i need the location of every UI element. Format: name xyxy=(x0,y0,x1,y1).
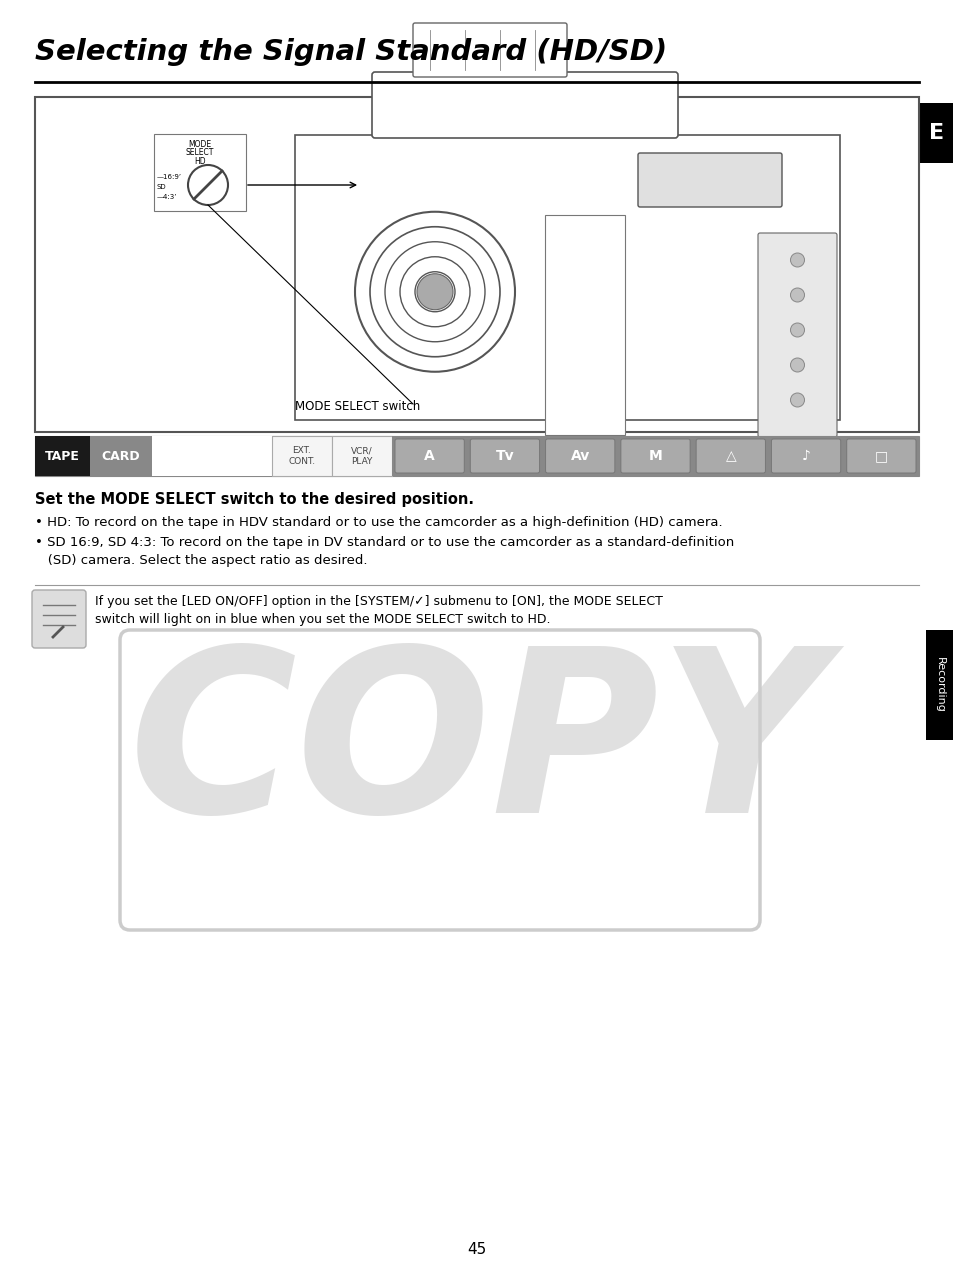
Text: HD: HD xyxy=(194,157,206,166)
FancyBboxPatch shape xyxy=(544,215,624,434)
Text: CARD: CARD xyxy=(102,450,140,462)
FancyBboxPatch shape xyxy=(35,436,918,476)
Text: △: △ xyxy=(724,448,736,462)
Text: E: E xyxy=(928,124,943,143)
FancyBboxPatch shape xyxy=(90,436,152,476)
Text: Av: Av xyxy=(570,448,589,462)
Circle shape xyxy=(790,288,803,302)
FancyBboxPatch shape xyxy=(153,134,246,211)
Text: Set the MODE SELECT switch to the desired position.: Set the MODE SELECT switch to the desire… xyxy=(35,492,474,507)
FancyBboxPatch shape xyxy=(470,440,539,473)
FancyBboxPatch shape xyxy=(392,436,918,476)
Text: MODE: MODE xyxy=(189,140,212,149)
FancyBboxPatch shape xyxy=(919,103,953,163)
FancyBboxPatch shape xyxy=(372,73,678,138)
Circle shape xyxy=(790,358,803,372)
Text: (SD) camera. Select the aspect ratio as desired.: (SD) camera. Select the aspect ratio as … xyxy=(35,554,367,567)
Circle shape xyxy=(790,324,803,338)
Text: TAPE: TAPE xyxy=(45,450,80,462)
FancyBboxPatch shape xyxy=(35,97,918,432)
FancyBboxPatch shape xyxy=(413,23,566,76)
FancyBboxPatch shape xyxy=(925,631,953,740)
Text: SELECT: SELECT xyxy=(186,148,214,157)
FancyBboxPatch shape xyxy=(272,436,332,476)
FancyBboxPatch shape xyxy=(638,153,781,206)
FancyBboxPatch shape xyxy=(152,436,272,476)
FancyBboxPatch shape xyxy=(545,440,615,473)
Text: —4:3’: —4:3’ xyxy=(157,194,177,200)
FancyBboxPatch shape xyxy=(620,440,689,473)
FancyBboxPatch shape xyxy=(395,440,464,473)
Text: VCR/
PLAY: VCR/ PLAY xyxy=(351,446,373,466)
Text: • SD 16:9, SD 4:3: To record on the tape in DV standard or to use the camcorder : • SD 16:9, SD 4:3: To record on the tape… xyxy=(35,536,734,549)
FancyBboxPatch shape xyxy=(696,440,764,473)
Text: switch will light on in blue when you set the MODE SELECT switch to HD.: switch will light on in blue when you se… xyxy=(95,613,550,626)
FancyBboxPatch shape xyxy=(771,440,840,473)
Text: ♪: ♪ xyxy=(801,448,810,462)
Circle shape xyxy=(790,392,803,406)
Text: • HD: To record on the tape in HDV standard or to use the camcorder as a high-de: • HD: To record on the tape in HDV stand… xyxy=(35,516,721,529)
Text: Tv: Tv xyxy=(496,448,514,462)
Circle shape xyxy=(790,254,803,268)
FancyBboxPatch shape xyxy=(35,436,90,476)
Text: 45: 45 xyxy=(467,1242,486,1257)
Text: EXT.
CONT.: EXT. CONT. xyxy=(288,446,315,466)
Text: Selecting the Signal Standard (HD/SD): Selecting the Signal Standard (HD/SD) xyxy=(35,38,666,66)
FancyBboxPatch shape xyxy=(32,590,86,648)
Text: A: A xyxy=(424,448,435,462)
Circle shape xyxy=(416,274,453,310)
Text: □: □ xyxy=(874,448,887,462)
Text: MODE SELECT switch: MODE SELECT switch xyxy=(294,400,420,413)
FancyBboxPatch shape xyxy=(846,440,915,473)
Text: Recording: Recording xyxy=(934,657,944,713)
FancyBboxPatch shape xyxy=(758,233,836,437)
Text: SD: SD xyxy=(157,183,167,190)
Text: —16:9’: —16:9’ xyxy=(157,175,182,180)
Text: COPY: COPY xyxy=(129,640,824,861)
FancyBboxPatch shape xyxy=(332,436,392,476)
Text: If you set the [LED ON/OFF] option in the [SYSTEM/✓] submenu to [ON], the MODE S: If you set the [LED ON/OFF] option in th… xyxy=(95,595,662,608)
FancyBboxPatch shape xyxy=(294,135,840,420)
Text: M: M xyxy=(648,448,661,462)
